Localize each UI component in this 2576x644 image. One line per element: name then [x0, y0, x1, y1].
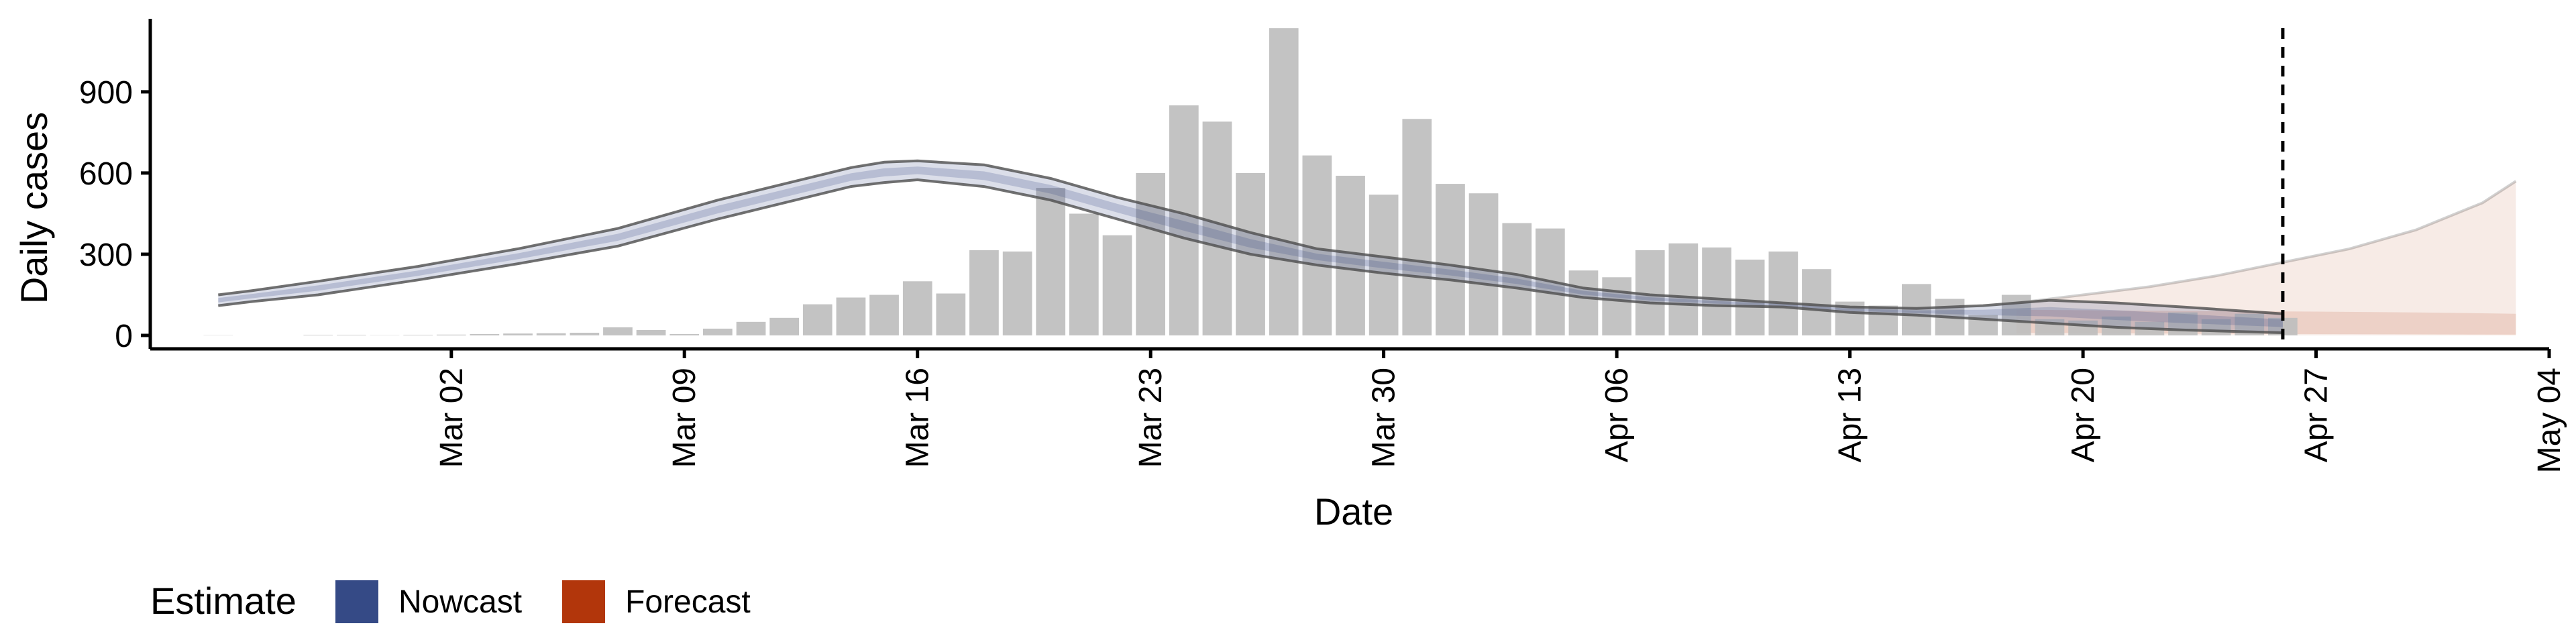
case-bar-2020-03-19	[1002, 251, 1032, 335]
case-bar-2020-03-21	[1069, 213, 1099, 335]
case-bar-2020-03-14	[836, 297, 866, 335]
x-tick-label-2020-04-27: Apr 27	[2299, 368, 2334, 462]
daily-cases-bars	[203, 28, 2298, 336]
x-tick-label-2020-03-23: Mar 23	[1133, 368, 1169, 468]
axes-layer: Mar 02 Mar 09 Mar 16 Mar 23 Mar 30 Apr 06 Apr …	[79, 19, 2567, 473]
forecast-outer-band	[2016, 181, 2516, 335]
case-bar-2020-03-29	[1336, 176, 1365, 335]
case-bar-2020-04-11	[1768, 251, 1799, 335]
x-tick-label-2020-04-20: Apr 20	[2065, 368, 2101, 462]
case-bar-2020-03-23	[1136, 172, 1165, 335]
case-bar-2020-03-27	[1269, 28, 1299, 335]
y-tick-label-600: 600	[79, 156, 133, 192]
case-bar-2020-03-06	[570, 333, 600, 335]
case-bar-2020-03-20	[1036, 188, 1066, 335]
x-tick-label-2020-03-09: Mar 09	[667, 368, 702, 468]
case-bar-2020-03-31	[1402, 119, 1432, 336]
case-bar-2020-03-08	[636, 329, 666, 335]
y-tick-label-900: 900	[79, 75, 133, 111]
case-bar-2020-03-05	[536, 333, 566, 335]
case-bar-2020-04-14	[1868, 305, 1898, 335]
case-bar-2020-03-03	[470, 334, 500, 335]
y-tick-label-0: 0	[115, 319, 133, 354]
x-tick-label-2020-04-13: Apr 13	[1833, 368, 1868, 462]
nowcast-lower-line	[218, 178, 2283, 334]
case-bar-2020-03-07	[603, 327, 633, 335]
case-bar-2020-03-10	[703, 328, 733, 335]
x-tick-label-2020-03-16: Mar 16	[900, 368, 936, 468]
case-bar-2020-04-02	[1468, 193, 1499, 335]
case-bar-2020-04-12	[1802, 269, 1831, 335]
case-bar-2020-03-15	[869, 294, 899, 335]
x-tick-label-2020-03-02: Mar 02	[434, 368, 470, 468]
case-bar-2020-03-24	[1169, 105, 1199, 335]
case-bar-2020-04-09	[1702, 247, 1731, 335]
case-bar-2020-03-11	[736, 321, 766, 335]
x-tick-label-2020-04-06: Apr 06	[1599, 368, 1635, 462]
legend-label-forecast: Forecast	[625, 584, 751, 620]
case-bar-2020-04-24	[2201, 319, 2231, 335]
case-bar-2020-03-18	[969, 250, 999, 335]
x-axis-title: Date	[1314, 490, 1393, 533]
case-bar-2020-04-10	[1735, 260, 1765, 335]
case-bar-2020-03-04	[503, 333, 533, 335]
case-bar-2020-04-08	[1668, 243, 1699, 335]
case-bar-2020-03-16	[902, 281, 932, 335]
case-bar-2020-04-15	[1902, 284, 1931, 335]
legend-swatch-nowcast	[335, 580, 378, 623]
case-bar-2020-03-17	[936, 293, 966, 335]
case-bar-2020-03-22	[1102, 235, 1132, 335]
legend-label-nowcast: Nowcast	[398, 584, 522, 620]
legend-swatch-forecast	[562, 580, 605, 623]
x-tick-label-2020-05-04: May 04	[2532, 368, 2567, 473]
case-bar-2020-03-30	[1368, 195, 1399, 335]
case-bar-2020-03-25	[1202, 121, 1232, 336]
nowcast-band-layer	[218, 159, 2284, 334]
case-bar-2020-03-13	[802, 304, 833, 335]
case-bar-2020-03-12	[769, 317, 799, 335]
nowcast-outer-band	[218, 160, 2283, 333]
case-bar-2020-04-01	[1436, 184, 1465, 335]
y-axis-title: Daily cases	[13, 112, 55, 304]
case-bar-2020-04-05	[1568, 270, 1599, 335]
x-tick-label-2020-03-30: Mar 30	[1366, 368, 1402, 468]
case-bar-2020-04-06	[1602, 277, 1631, 335]
nowcast-inner-band	[218, 166, 2283, 327]
case-bar-2020-03-09	[669, 334, 700, 335]
case-bar-2020-04-03	[1502, 223, 1532, 335]
legend-title: Estimate	[150, 580, 297, 622]
legend: Estimate Nowcast Forecast	[150, 580, 751, 623]
y-tick-label-300: 300	[79, 237, 133, 273]
nowcast-upper-line	[218, 159, 2284, 315]
